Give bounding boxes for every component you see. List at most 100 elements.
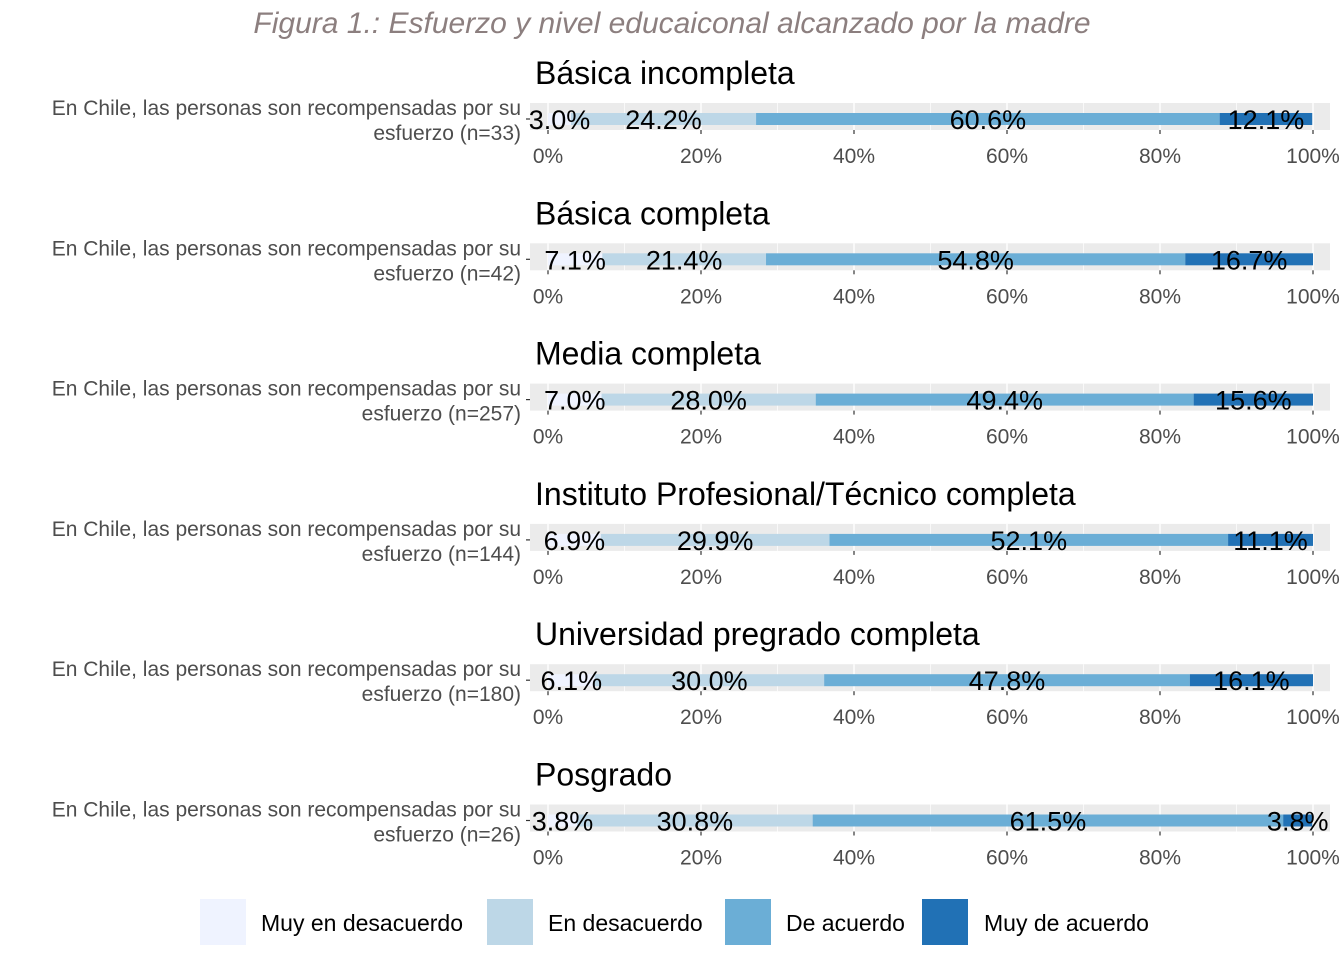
data-label: 11.1% [1233, 526, 1308, 556]
y-axis-label: En Chile, las personas son recompensadas… [52, 799, 521, 822]
x-tick-label: 80% [1139, 566, 1181, 589]
x-tick-label: 20% [680, 145, 722, 168]
data-label: 54.8% [937, 245, 1014, 275]
bar-segment [548, 674, 595, 687]
y-axis-label: En Chile, las personas son recompensadas… [52, 518, 521, 541]
data-label: 16.7% [1211, 245, 1288, 275]
bar-segment [1283, 814, 1313, 827]
x-tick-label: 0% [533, 145, 563, 168]
bar-segment [756, 113, 1220, 125]
x-tick-label: 60% [986, 145, 1028, 168]
y-axis-label: esfuerzo (n=26) [373, 824, 521, 847]
facet-title: Posgrado [535, 757, 672, 793]
legend-item: Muy de acuerdo [922, 899, 1149, 945]
bar-segment [824, 674, 1190, 687]
x-tick-label: 20% [680, 566, 722, 589]
legend: Muy en desacuerdo En desacuerdo De acuerdo… [200, 899, 1149, 945]
bar-segment [766, 253, 1186, 266]
legend-item: Muy en desacuerdo [200, 899, 463, 945]
y-axis-label: En Chile, las personas son recompensadas… [52, 378, 521, 401]
data-label: 30.8% [657, 807, 734, 837]
x-tick-label: 20% [680, 426, 722, 449]
data-label: 15.6% [1215, 386, 1292, 416]
x-tick-label: 40% [833, 145, 875, 168]
x-tick-label: 20% [680, 285, 722, 308]
x-tick-label: 100% [1286, 847, 1340, 870]
data-label: 49.4% [966, 386, 1043, 416]
x-tick-label: 0% [533, 285, 563, 308]
x-tick-label: 40% [833, 426, 875, 449]
facet-panel: Básica completa 7.1% 21.4% 54.8% 16.7% En Chi… [52, 195, 1340, 308]
data-label: 28.0% [670, 386, 747, 416]
legend-item: De acuerdo [725, 899, 905, 945]
data-label: 7.0% [544, 386, 606, 416]
bar-segment [829, 533, 1229, 546]
bar-segment [600, 533, 830, 546]
y-axis-label: esfuerzo (n=42) [373, 262, 521, 285]
legend-key [725, 899, 771, 945]
x-tick-label: 0% [533, 706, 563, 729]
bar-segment [1189, 674, 1313, 687]
y-axis-label: esfuerzo (n=33) [373, 122, 521, 145]
x-tick-label: 20% [680, 847, 722, 870]
facet-title: Universidad pregrado completa [535, 616, 980, 652]
data-label: 16.1% [1213, 666, 1290, 696]
bar-segment [548, 533, 601, 546]
x-tick-label: 100% [1286, 566, 1340, 589]
bar-segment [815, 393, 1194, 406]
legend-label: En desacuerdo [548, 910, 703, 936]
bar-segment [1228, 533, 1313, 546]
x-tick-label: 40% [833, 566, 875, 589]
data-label: 3.8% [1267, 807, 1329, 837]
y-axis-label: En Chile, las personas son recompensadas… [52, 97, 521, 120]
data-label: 6.1% [541, 666, 603, 696]
x-tick-label: 40% [833, 847, 875, 870]
x-tick-label: 80% [1139, 706, 1181, 729]
x-tick-label: 100% [1286, 145, 1340, 168]
bar-segment [548, 253, 603, 266]
data-label: 60.6% [950, 105, 1027, 135]
bar-segment [570, 113, 757, 125]
bar-segment [1193, 393, 1313, 406]
chart-title: Figura 1.: Esfuerzo y nivel educaiconal … [253, 7, 1090, 40]
data-label: 6.9% [544, 526, 606, 556]
bar-segment [812, 814, 1284, 827]
data-label: 3.0% [529, 105, 591, 135]
y-axis-label: En Chile, las personas son recompensadas… [52, 658, 521, 681]
data-label: 24.2% [625, 105, 702, 135]
bar-segment [548, 393, 602, 406]
bar-segment [577, 814, 813, 827]
data-label: 29.9% [677, 526, 754, 556]
facet-title: Media completa [535, 336, 761, 372]
facet-panel: Básica incompleta 3.0% 24.2% 60.6% 12.1% En C… [52, 55, 1340, 168]
x-tick-label: 0% [533, 566, 563, 589]
x-tick-label: 80% [1139, 285, 1181, 308]
data-label: 30.0% [671, 666, 748, 696]
bar-segment [548, 814, 578, 827]
bar-segment [1219, 113, 1313, 125]
legend-key [487, 899, 533, 945]
data-label: 12.1% [1228, 105, 1305, 135]
x-tick-label: 60% [986, 847, 1028, 870]
facet-title: Instituto Profesional/Técnico completa [535, 476, 1076, 512]
x-tick-label: 80% [1139, 426, 1181, 449]
x-tick-label: 40% [833, 706, 875, 729]
legend-label: De acuerdo [786, 910, 905, 936]
x-tick-label: 60% [986, 426, 1028, 449]
x-tick-label: 80% [1139, 847, 1181, 870]
x-tick-label: 80% [1139, 145, 1181, 168]
data-label: 21.4% [646, 245, 723, 275]
facet-panel: Instituto Profesional/Técnico completa 6.… [52, 476, 1340, 589]
bar-segment [1185, 253, 1313, 266]
bar-segment [601, 393, 816, 406]
legend-label: Muy de acuerdo [984, 910, 1149, 936]
x-tick-label: 60% [986, 566, 1028, 589]
data-label: 7.1% [544, 245, 606, 275]
y-axis-label: esfuerzo (n=144) [362, 543, 521, 566]
bar-segment [548, 113, 571, 125]
facet-panel: Media completa 7.0% 28.0% 49.4% 15.6% En Chil… [52, 336, 1340, 449]
facet-title: Básica completa [535, 195, 770, 231]
x-tick-label: 100% [1286, 285, 1340, 308]
